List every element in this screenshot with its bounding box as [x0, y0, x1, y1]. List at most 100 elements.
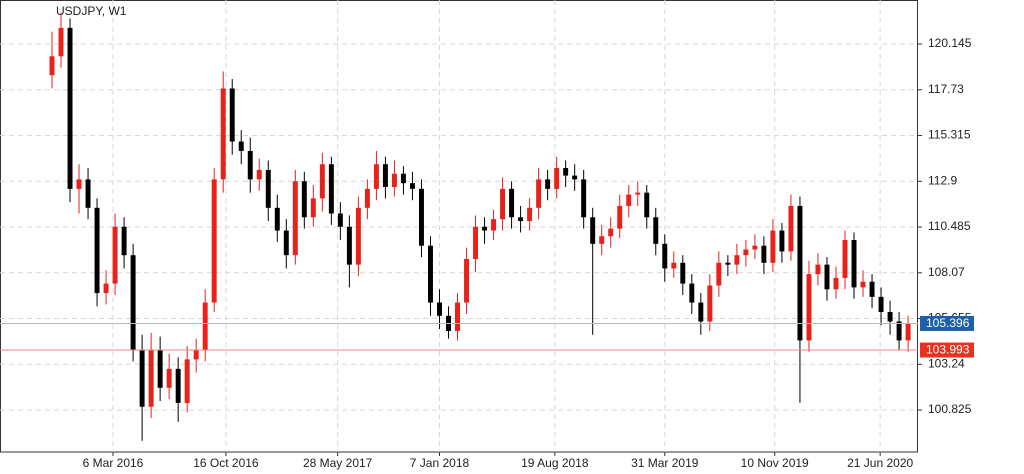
chart-title: USDJPY, W1 [56, 4, 127, 18]
candle-body [491, 219, 497, 231]
candle-body [752, 245, 758, 250]
y-tick-label: 108.07 [928, 265, 965, 279]
candle-body [851, 240, 857, 288]
candle-body [734, 255, 740, 265]
candle-body [671, 262, 677, 269]
candle-body [518, 217, 524, 222]
candle-body [148, 349, 154, 407]
x-tick-label: 31 Mar 2019 [631, 456, 699, 470]
candle-body [743, 249, 749, 256]
candle-body [842, 240, 848, 278]
candle-body [806, 274, 812, 341]
candle-body [797, 205, 803, 341]
grid: 100.825103.24105.655108.07110.485112.911… [0, 0, 972, 470]
candle-body [590, 217, 596, 244]
candle-body [545, 179, 551, 189]
candle-body [725, 262, 731, 265]
candle-body [527, 207, 533, 222]
candle-body [563, 168, 569, 176]
candle-body [103, 283, 109, 294]
x-tick-label: 19 Aug 2018 [521, 456, 589, 470]
candle-body [256, 169, 262, 180]
candle-body [662, 243, 668, 269]
candle-body [716, 262, 722, 286]
candle-body [608, 228, 614, 237]
candle-body [166, 368, 172, 388]
candle-body [626, 194, 632, 206]
y-tick-label: 112.9 [928, 173, 957, 187]
plot-frame [0, 0, 918, 453]
candle-body [58, 27, 64, 57]
candle-body [238, 141, 244, 151]
candle-body [130, 255, 136, 350]
x-tick-label: 10 Nov 2019 [741, 456, 809, 470]
candle-body [337, 213, 343, 227]
candle-body [346, 226, 352, 265]
candle-body [229, 88, 235, 142]
candle-body [770, 230, 776, 263]
candle-body [815, 264, 821, 275]
candle-body [869, 281, 875, 297]
x-tick-label: 16 Oct 2016 [193, 456, 259, 470]
candle-body [761, 245, 767, 263]
y-tick-label: 120.145 [928, 36, 972, 50]
candle-body [833, 277, 839, 290]
x-tick-label: 28 May 2017 [303, 456, 373, 470]
x-tick-label: 6 Mar 2016 [83, 456, 144, 470]
candle-body [500, 188, 506, 220]
candle-body [896, 321, 902, 341]
candle-body [211, 179, 217, 303]
candle-body [220, 88, 226, 180]
candle-body [482, 226, 488, 231]
price-label-box [920, 342, 974, 358]
candle-body [824, 264, 830, 290]
candle-body [428, 245, 433, 303]
candle-body [698, 302, 704, 322]
candle-body [400, 173, 406, 184]
candle-body [202, 302, 208, 350]
y-tick-label: 115.315 [928, 128, 971, 142]
x-tick-label: 7 Jan 2018 [410, 456, 470, 470]
y-tick-label: 100.825 [928, 402, 972, 416]
candle-body [617, 205, 623, 229]
candle-body [292, 181, 298, 256]
candle-body [572, 175, 578, 180]
candle-body [473, 226, 479, 259]
candle-body [887, 312, 893, 322]
price-label-box [920, 315, 974, 331]
candle-body [283, 230, 289, 256]
candle-body [373, 164, 379, 189]
candle-body [121, 226, 127, 256]
candle-body [67, 27, 73, 189]
candle-body [905, 323, 911, 341]
candle-body [455, 302, 460, 331]
candle-body [860, 281, 866, 288]
candle-body [599, 236, 605, 244]
candle-body [364, 188, 370, 208]
candle-body [554, 168, 560, 189]
candle-body [644, 192, 650, 218]
candle-body [536, 179, 542, 208]
y-tick-label: 103.24 [928, 356, 965, 370]
candle-body [301, 181, 307, 218]
candle-body [247, 150, 253, 180]
candle-body [265, 169, 271, 208]
x-tick-label: 21 Jun 2020 [847, 456, 913, 470]
price-label: 105.396 [926, 316, 970, 330]
candle-body [112, 226, 118, 284]
candle-body [680, 262, 686, 284]
candle-body [689, 283, 695, 303]
candle-body [878, 296, 884, 313]
candle-body [509, 188, 515, 218]
y-tick-label: 117.73 [928, 82, 964, 96]
candle-body [319, 164, 325, 199]
candle-body [193, 349, 199, 360]
price-label: 103.993 [926, 343, 970, 357]
candle-body [464, 258, 470, 303]
candle-body [274, 207, 280, 231]
candle-body [581, 179, 587, 218]
candle-body [788, 205, 794, 252]
candle-body [409, 183, 415, 189]
candle-body [328, 164, 334, 214]
